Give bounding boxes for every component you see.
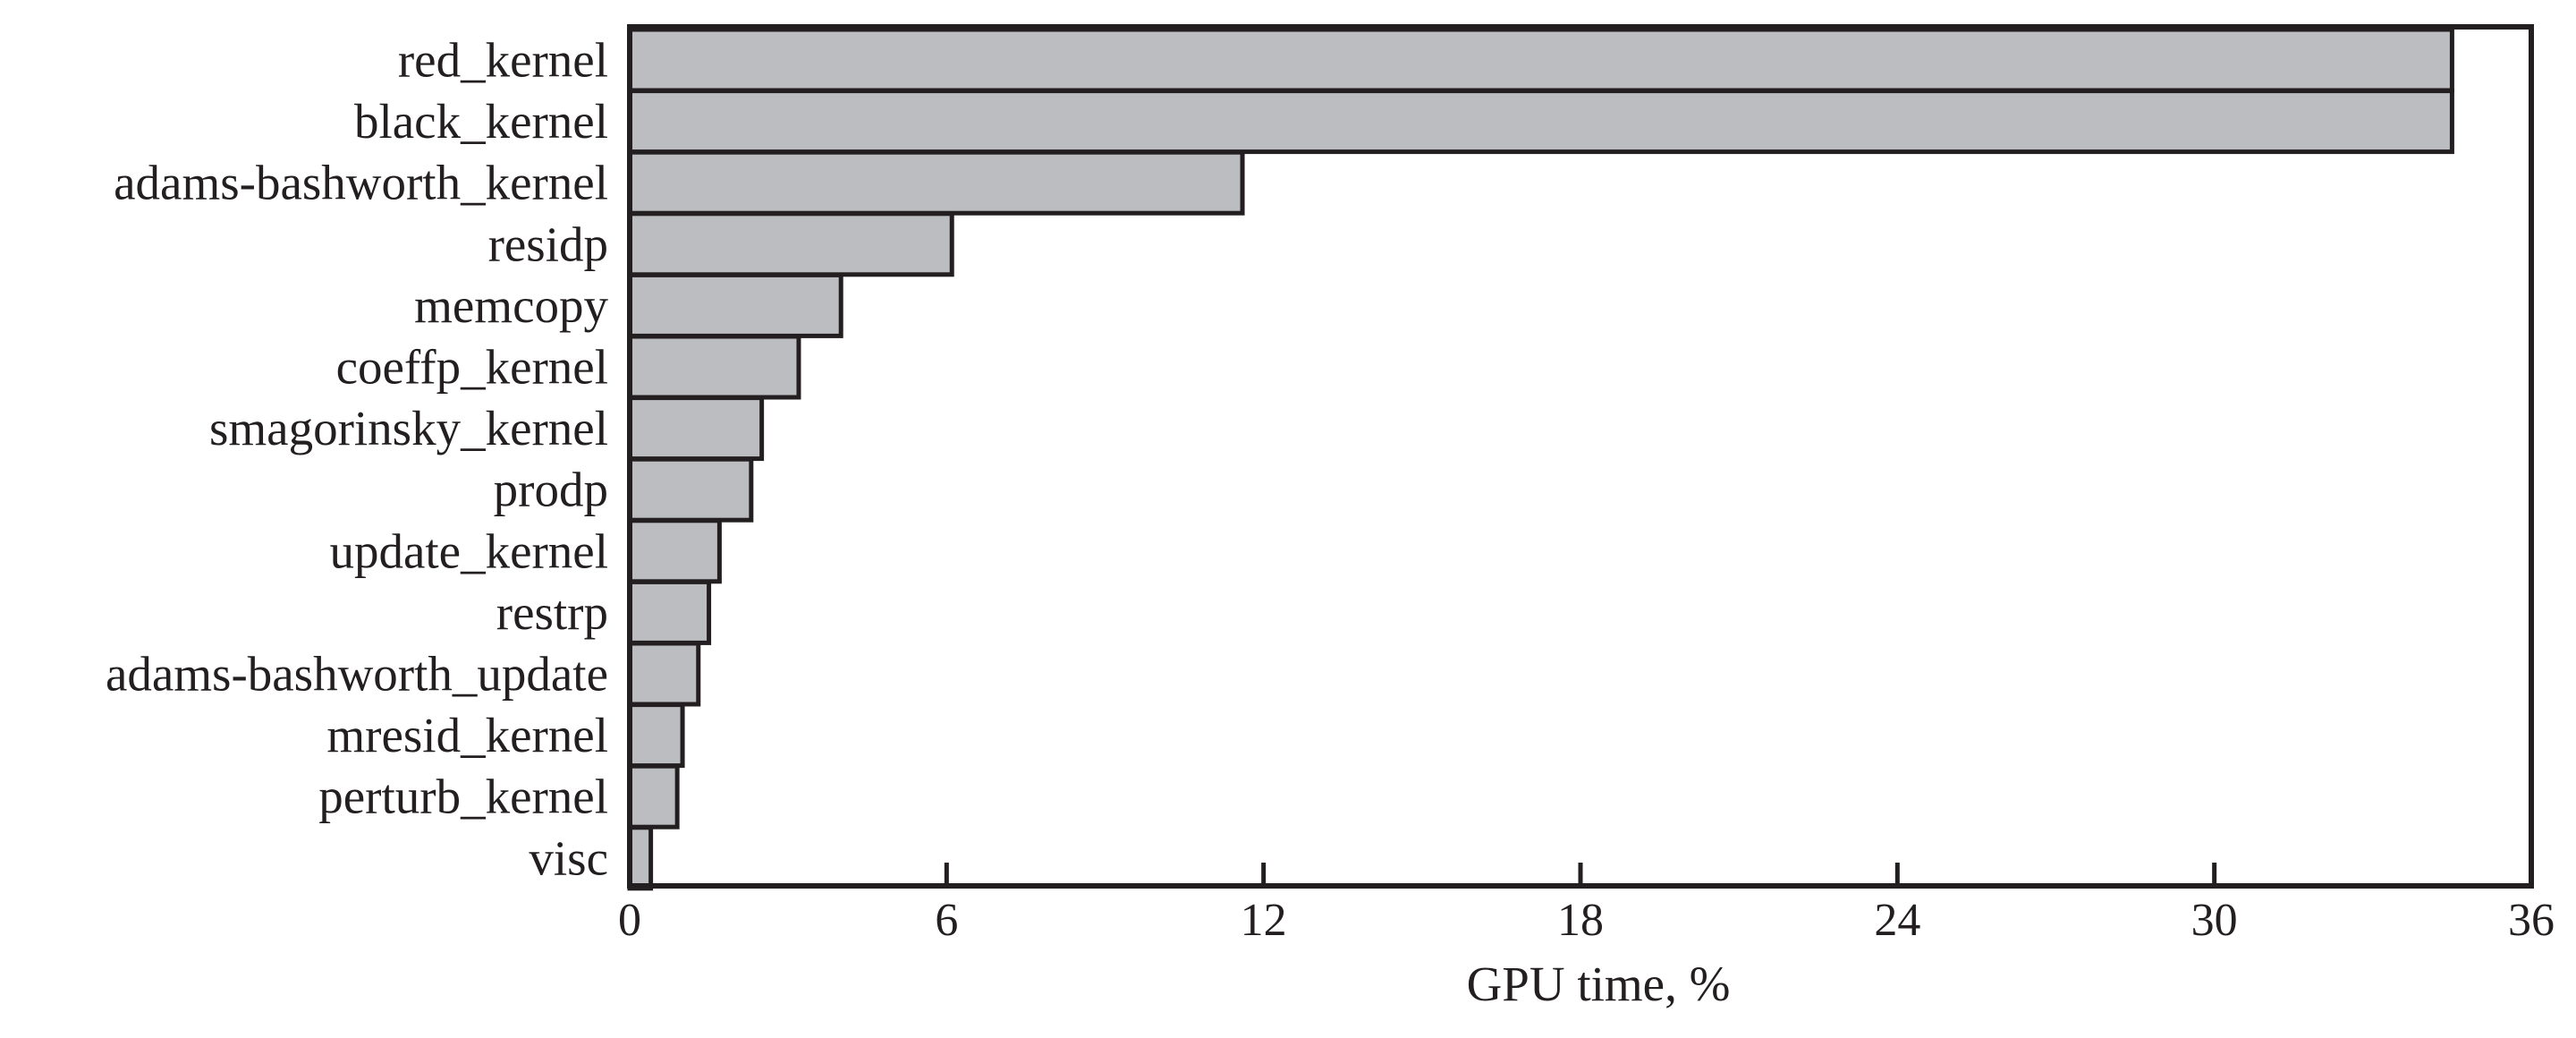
plot-frame [627,24,2534,889]
bar-mresid_kernel [627,702,685,769]
category-label: visc [529,830,608,885]
category-label: restrp [496,585,608,640]
x-tick-label: 30 [2191,895,2238,946]
bar-perturb_kernel [627,763,680,830]
x-tick-label: 12 [1241,895,1287,946]
bar-prodp [627,456,754,523]
category-label: adams-bashworth_update [106,647,608,702]
bar-adams-bashworth_update [627,641,701,707]
category-label: red_kernel [398,33,608,88]
category-label: mresid_kernel [326,708,608,762]
x-axis-title: GPU time, % [1467,957,1731,1011]
bar-red_kernel [627,27,2454,93]
category-labels: red_kernel black_kernel adams-bashworth_ke… [106,33,609,886]
bars-layer [627,27,2454,891]
category-label: perturb_kernel [318,770,608,824]
bar-coeffp_kernel [627,334,801,400]
category-label: smagorinsky_kernel [209,401,608,455]
x-tick-label: 36 [2508,895,2555,946]
category-label: coeffp_kernel [336,340,608,395]
x-tick-label: 18 [1557,895,1604,946]
category-label: update_kernel [329,523,608,578]
x-axis-ticks: 0 6 12 18 24 30 36 [618,863,2555,946]
bar-restrp [627,579,712,645]
category-label: memcopy [414,278,608,333]
bar-adams-bashworth_kernel [627,149,1245,216]
bar-memcopy [627,272,843,338]
bar-black_kernel [627,89,2454,155]
x-tick-label: 0 [618,895,641,946]
bar-residp [627,211,954,277]
category-label: residp [488,217,608,271]
bar-smagorinsky_kernel [627,396,765,462]
x-tick-label: 6 [935,895,958,946]
category-label: prodp [494,463,608,517]
x-tick-label: 24 [1874,895,1920,946]
bar-visc [627,825,654,891]
category-label: adams-bashworth_kernel [114,156,608,210]
category-label: black_kernel [354,94,608,149]
bar-update_kernel [627,518,722,584]
